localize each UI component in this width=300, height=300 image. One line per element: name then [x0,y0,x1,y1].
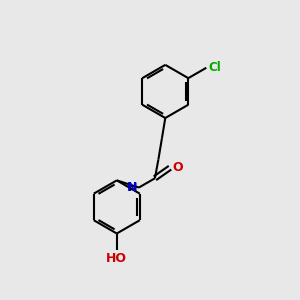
Text: O: O [173,161,183,174]
Text: N: N [128,181,138,194]
Text: HO: HO [106,251,127,265]
Text: H: H [129,182,138,193]
Text: Cl: Cl [208,61,221,74]
